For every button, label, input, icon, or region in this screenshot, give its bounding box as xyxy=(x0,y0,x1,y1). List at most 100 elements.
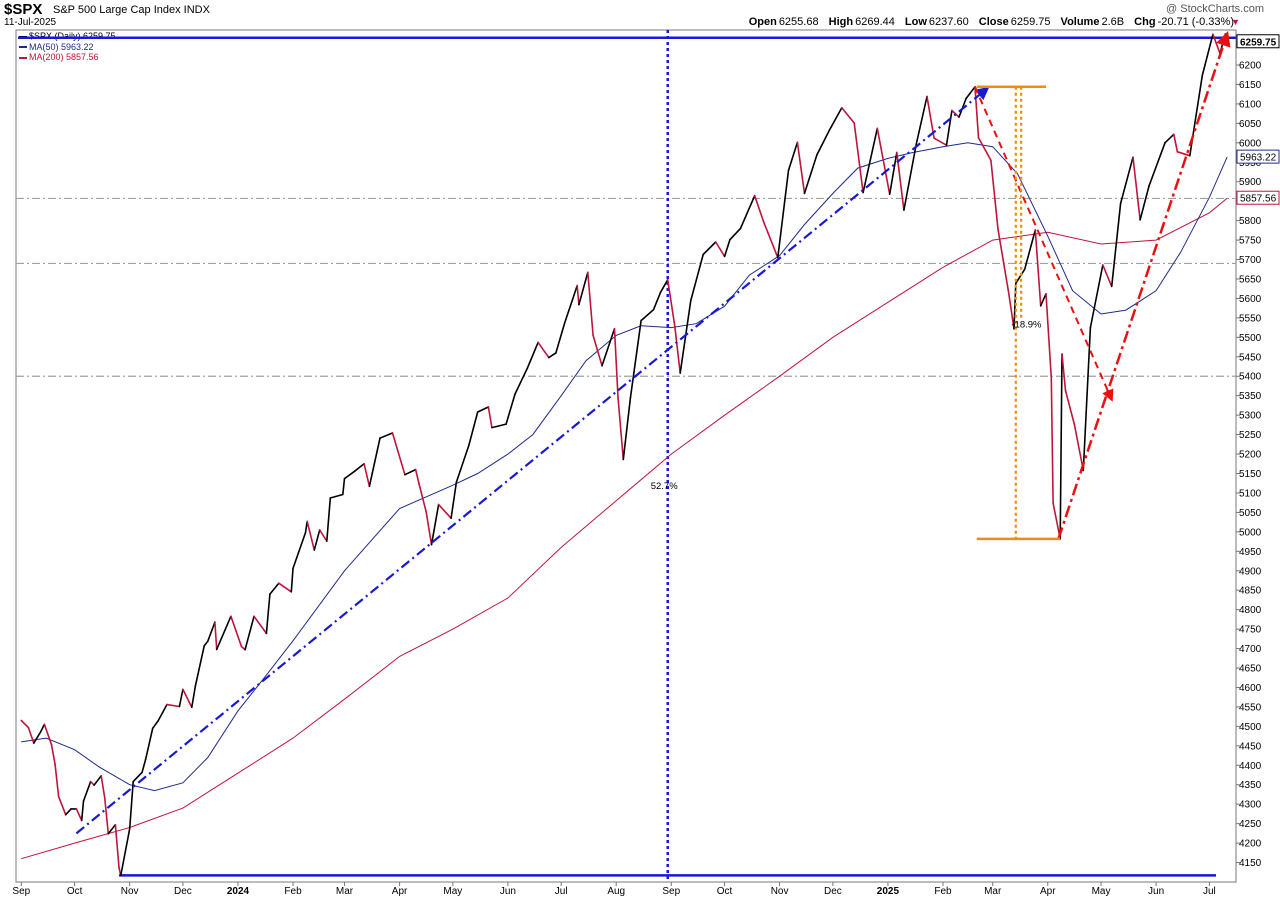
y-tick-label: 4600 xyxy=(1239,683,1262,694)
price-segment xyxy=(1045,292,1053,379)
y-tick-label: 5300 xyxy=(1239,411,1262,422)
y-tick-label: 4950 xyxy=(1239,547,1262,558)
y-tick-label: 5900 xyxy=(1239,177,1262,188)
price-segment xyxy=(107,823,117,835)
open-value: 6255.68 xyxy=(778,16,819,28)
x-tick-label: Sep xyxy=(12,886,30,897)
price-segment xyxy=(578,271,589,306)
price-segment xyxy=(1064,389,1076,426)
price-segment xyxy=(555,322,566,354)
price-tag-box xyxy=(1236,190,1280,205)
price-segment xyxy=(990,159,999,230)
x-tick-label: Apr xyxy=(392,886,408,897)
price-tag-box xyxy=(1236,34,1280,49)
price-segment xyxy=(207,621,216,643)
price-segment xyxy=(1052,502,1061,540)
ohlc-readout: Open 6255.68 High 6269.44 Low 6237.60 Close… xyxy=(749,16,1234,28)
price-segment xyxy=(592,334,603,367)
y-tick-label: 6200 xyxy=(1239,61,1262,72)
x-tick-label: 2024 xyxy=(227,886,250,897)
price-segment xyxy=(702,241,717,256)
y-tick-label: 6150 xyxy=(1239,80,1262,91)
change-value: -20.71 (-0.33%) xyxy=(1157,16,1234,28)
y-tick-label: 4400 xyxy=(1239,761,1262,772)
y-tick-label: 4850 xyxy=(1239,586,1262,597)
ma200-line xyxy=(21,197,1228,860)
price-segment xyxy=(915,95,928,145)
price-segment xyxy=(178,688,184,708)
legend-swatch xyxy=(19,46,27,49)
price-segment xyxy=(329,493,344,499)
percent-change-label: 52.7% xyxy=(651,481,678,492)
y-tick-label: 6000 xyxy=(1239,138,1262,149)
price-segment xyxy=(341,477,346,496)
high-value: 6269.44 xyxy=(855,16,895,28)
price-segment xyxy=(862,127,879,194)
price-segment xyxy=(679,299,692,374)
price-segment xyxy=(926,95,935,139)
price-segment xyxy=(404,468,417,476)
price-tag-label: 5857.56 xyxy=(1240,194,1277,205)
volume-label: Volume xyxy=(1060,16,1100,28)
price-segment xyxy=(689,253,705,302)
price-segment xyxy=(1050,376,1054,504)
price-segment xyxy=(54,763,60,798)
price-segment xyxy=(997,228,1010,294)
price-segment xyxy=(128,780,134,830)
price-segment xyxy=(933,137,948,146)
price-segment xyxy=(141,758,147,774)
ma50-line xyxy=(21,142,1228,792)
price-segment xyxy=(455,444,470,483)
y-tick-label: 4200 xyxy=(1239,839,1262,850)
y-tick-label: 6050 xyxy=(1239,119,1262,130)
y-tick-label: 4300 xyxy=(1239,800,1262,811)
legend-label: MA(50) 5963.22 xyxy=(29,41,94,52)
price-segment xyxy=(182,688,193,709)
price-segment xyxy=(1007,292,1015,330)
price-segment xyxy=(244,615,255,651)
x-tick-label: Mar xyxy=(984,886,1002,897)
price-segment xyxy=(80,800,85,822)
x-tick-label: Jun xyxy=(1148,886,1164,897)
price-segment xyxy=(50,743,56,766)
price-segment xyxy=(354,462,365,472)
price-segment xyxy=(816,129,831,156)
low-label: Low xyxy=(904,16,927,28)
x-tick-label: Mar xyxy=(336,886,354,897)
price-segment xyxy=(729,227,742,241)
price-segment xyxy=(951,109,960,118)
price-segment xyxy=(1039,292,1047,307)
price-segment xyxy=(437,503,452,520)
price-segment xyxy=(20,719,30,729)
change-down-arrow-icon: ▼ xyxy=(1231,17,1240,27)
price-segment xyxy=(514,367,529,395)
price-segment xyxy=(214,621,218,651)
price-segment xyxy=(1082,326,1092,472)
y-tick-label: 4250 xyxy=(1239,819,1262,830)
price-segment xyxy=(487,406,493,429)
brand-logo[interactable]: @ StockCharts.com xyxy=(1166,3,1264,15)
price-segment xyxy=(290,567,294,593)
x-tick-label: May xyxy=(1092,886,1111,897)
price-segment xyxy=(652,291,662,311)
plot-frame xyxy=(15,29,1237,883)
price-segment xyxy=(391,432,406,476)
x-tick-label: Jul xyxy=(555,886,568,897)
percent-change-label: -18.9% xyxy=(1011,320,1042,331)
y-tick-label: 5050 xyxy=(1239,508,1262,519)
low-value: 6237.60 xyxy=(928,16,969,28)
price-segment xyxy=(1014,268,1026,285)
price-tag-box xyxy=(1236,149,1280,164)
x-tick-label: Dec xyxy=(824,886,842,897)
price-segment xyxy=(1173,133,1179,153)
y-tick-label: 4750 xyxy=(1239,625,1262,636)
price-segment xyxy=(762,221,779,259)
price-segment xyxy=(425,511,433,546)
price-segment xyxy=(659,278,669,294)
legend-label: $SPX (Daily) 6259.75 xyxy=(29,31,116,41)
price-segment xyxy=(1139,185,1150,221)
price-segment xyxy=(547,352,557,359)
price-segment xyxy=(27,726,35,744)
open-label: Open xyxy=(748,16,777,28)
